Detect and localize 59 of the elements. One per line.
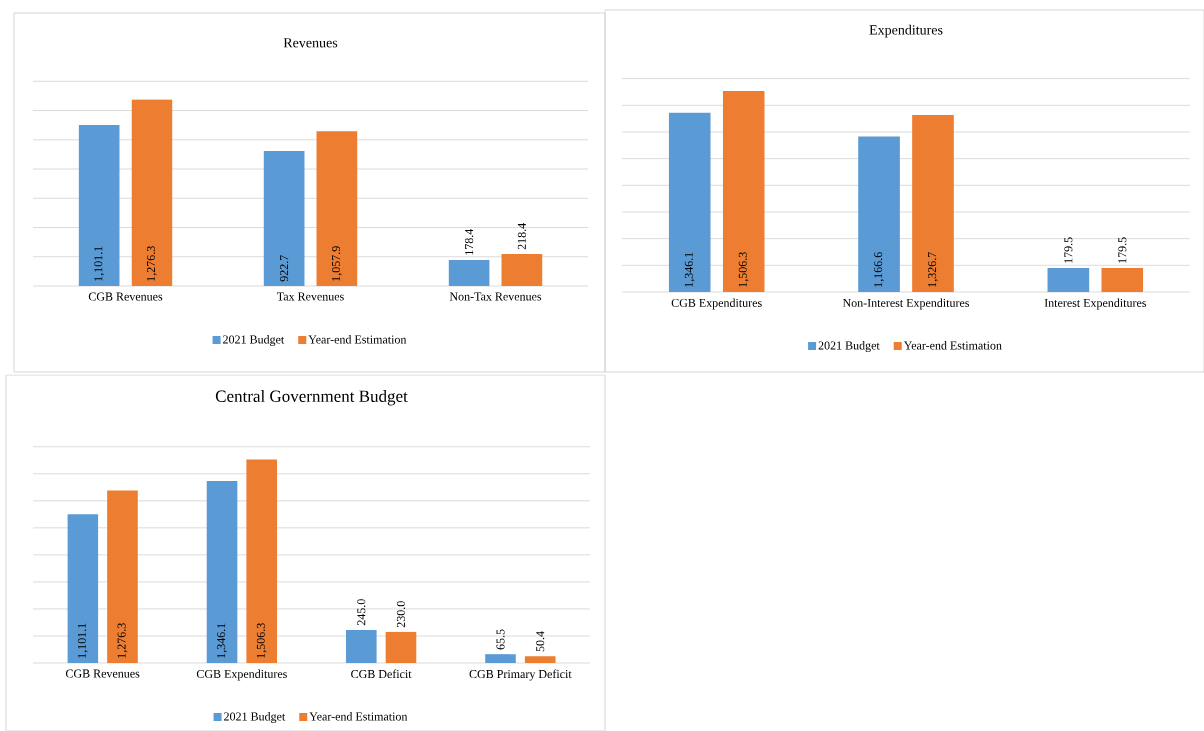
data-label: 1,506.3 [256,623,267,658]
data-label: 218.4 [517,223,526,250]
bar [385,631,417,663]
chart-title: Revenues [283,38,338,48]
legend-label: 2021 Budget [223,335,285,346]
x-tick-label: CGB Expenditures [196,669,287,681]
bar [448,259,490,286]
x-tick-label: CGB Revenues [88,292,163,301]
x-tick-label: Tax Revenues [276,292,344,301]
bar [1047,268,1090,292]
data-label: 179.5 [1118,237,1127,263]
bar [524,656,556,663]
bar [246,459,278,663]
data-label: 1,057.9 [331,246,342,281]
bar [501,254,543,286]
bar [206,481,238,663]
data-label: 245.0 [357,599,366,626]
bar [668,112,711,292]
bar [912,115,954,292]
bar [67,514,99,663]
data-label: 1,506.3 [738,252,749,287]
bar [485,654,516,663]
data-label: 1,101.1 [77,623,88,658]
x-tick-label: CGB Revenues [65,669,140,678]
x-tick-label: CGB Deficit [351,669,412,679]
chart-title: Expenditures [869,24,943,38]
chart-title: Central Government Budget [215,390,408,406]
data-label: 1,346.1 [217,623,227,658]
x-tick-label: Non-Interest Expenditures [842,298,970,310]
data-label: 178.4 [465,228,474,255]
data-label: 1,166.6 [874,252,884,287]
data-label: 230.0 [396,601,406,628]
x-tick-label: Non-Tax Revenues [449,292,542,301]
x-tick-label: CGB Primary Deficit [469,669,572,681]
legend-label: 2021 Budget [224,712,286,723]
bar [131,99,173,286]
bar [345,629,377,663]
legend-label: 2021 Budget [818,341,880,352]
data-label: 1,101.1 [94,246,105,281]
bar [1101,268,1144,292]
data-label: 1,326.7 [928,252,938,287]
bar [858,136,900,292]
bar [263,151,305,286]
data-label: 1,276.3 [146,246,157,281]
bar [78,125,120,286]
data-label: 65.5 [496,629,505,650]
bar [722,91,765,292]
bar [316,131,358,286]
data-label: 1,346.1 [684,252,695,287]
x-tick-label: CGB Expenditures [671,298,762,310]
legend-label: Year-end Estimation [309,712,408,721]
legend-label: Year-end Estimation [903,341,1002,350]
legend-label: Year-end Estimation [308,335,407,344]
data-label: 50.4 [536,631,545,652]
data-label: 922.7 [280,255,289,282]
bar [107,490,138,663]
data-label: 1,276.3 [117,623,128,658]
x-tick-label: Interest Expenditures [1044,298,1147,310]
data-label: 179.5 [1064,237,1073,263]
